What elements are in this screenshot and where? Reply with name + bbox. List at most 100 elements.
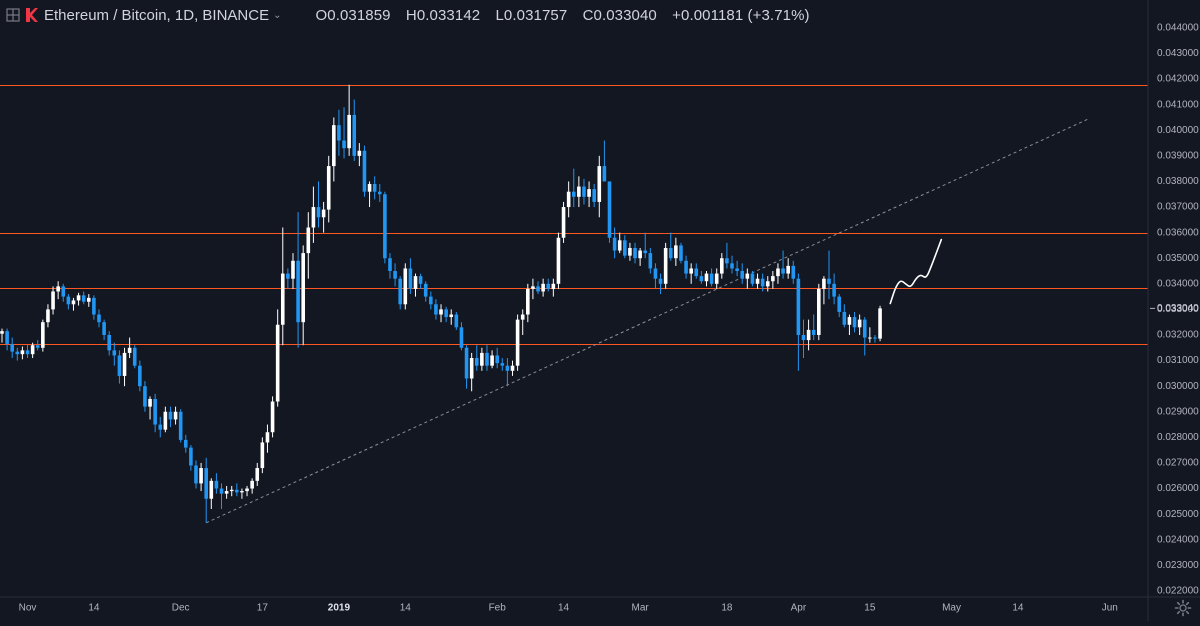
candle [393,263,397,287]
candle [495,347,499,369]
time-axis[interactable]: Nov 14 Dec 17 2019 14 Feb 14 Mar 18 Apr 15 May 14 Jun [0,596,1200,614]
candle [771,271,775,289]
candle [20,346,25,360]
candle [66,294,71,310]
candle-body [46,309,50,323]
candle-body [102,322,106,335]
candle-body [607,181,612,238]
open-value: O0.031859 [315,6,391,24]
candle-body [393,271,397,279]
candle [408,258,413,295]
candle [214,473,219,494]
candle [326,155,331,223]
candle-body [628,247,632,256]
candle-body [413,276,418,289]
time-tick-label: Jun [1102,603,1118,614]
candle-body [219,488,224,494]
horizontal-levels[interactable] [0,85,1148,345]
candle-body [536,286,540,292]
candle-body [709,273,714,284]
candle [56,281,60,300]
candle [439,304,443,323]
candle [694,263,699,279]
candle-body [158,424,163,430]
candle [684,255,688,279]
candle-body [505,365,510,371]
candle-body [265,432,270,443]
candle-body [648,253,653,269]
price-tick-label: 0.026000 [1157,483,1199,494]
candle-body [551,283,556,289]
candle-body [735,268,739,272]
candle [633,242,637,264]
candle [689,263,693,284]
price-tick-label: 0.036000 [1157,227,1199,238]
candle-body [694,268,699,277]
candle-body [10,343,15,352]
candle [842,304,847,328]
candle-body [332,125,336,167]
candle [587,181,591,208]
candle [250,478,254,494]
candle [449,309,454,325]
candle-body [811,329,816,335]
candle-body [786,265,790,274]
candle-body [771,276,775,282]
candle-body [81,295,86,302]
candle [229,485,234,497]
candle [434,299,438,320]
time-tick-label: 18 [721,603,733,614]
candle [878,305,882,342]
candle [531,278,535,300]
candle [5,328,9,351]
symbol-title[interactable]: Ethereum / Bitcoin, 1D, BINANCE [44,6,270,24]
candle-body [337,125,341,141]
candle [342,107,346,159]
time-tick-label: Mar [632,603,650,614]
candle [520,309,525,335]
expand-icon[interactable] [6,8,20,22]
candle-body [20,350,25,355]
candle [832,273,836,305]
candle-body [439,309,443,315]
candle-body [500,363,505,366]
candle-body [97,314,101,323]
candle [270,396,275,438]
candle [163,406,168,433]
gear-icon[interactable] [1174,599,1192,617]
candle [423,281,428,302]
candle-body [5,331,9,344]
candle-body [668,247,673,259]
candle-body [163,411,168,430]
candle-body [617,240,622,251]
candle-body [255,468,260,481]
candle [781,250,785,279]
chevron-down-icon[interactable]: ⌄ [273,9,282,21]
candle-body [760,278,765,287]
time-tick-label: Nov [19,603,37,614]
price-tick-label: 0.028000 [1157,432,1199,443]
candle [138,360,142,392]
time-tick-label: 14 [558,603,570,614]
candle-body [571,191,576,197]
candle-body [566,191,571,208]
candle [628,242,632,261]
candle [189,445,193,471]
candle-body [357,150,362,156]
candle-body [398,278,402,305]
candle [199,462,203,492]
projection-path[interactable] [889,238,943,305]
price-tick-label: 0.023000 [1157,560,1199,571]
candle [316,181,321,228]
price-axis[interactable]: 0.044000 0.043000 0.042000 0.041000 0.040000… [1147,0,1199,621]
candle [658,273,663,295]
candle [607,181,612,243]
candle [444,306,448,323]
projection-drawing[interactable] [889,238,943,305]
price-tick-label: 0.031000 [1157,355,1199,366]
candle-body [418,276,423,284]
candle-body [842,311,847,325]
candle [97,309,101,328]
